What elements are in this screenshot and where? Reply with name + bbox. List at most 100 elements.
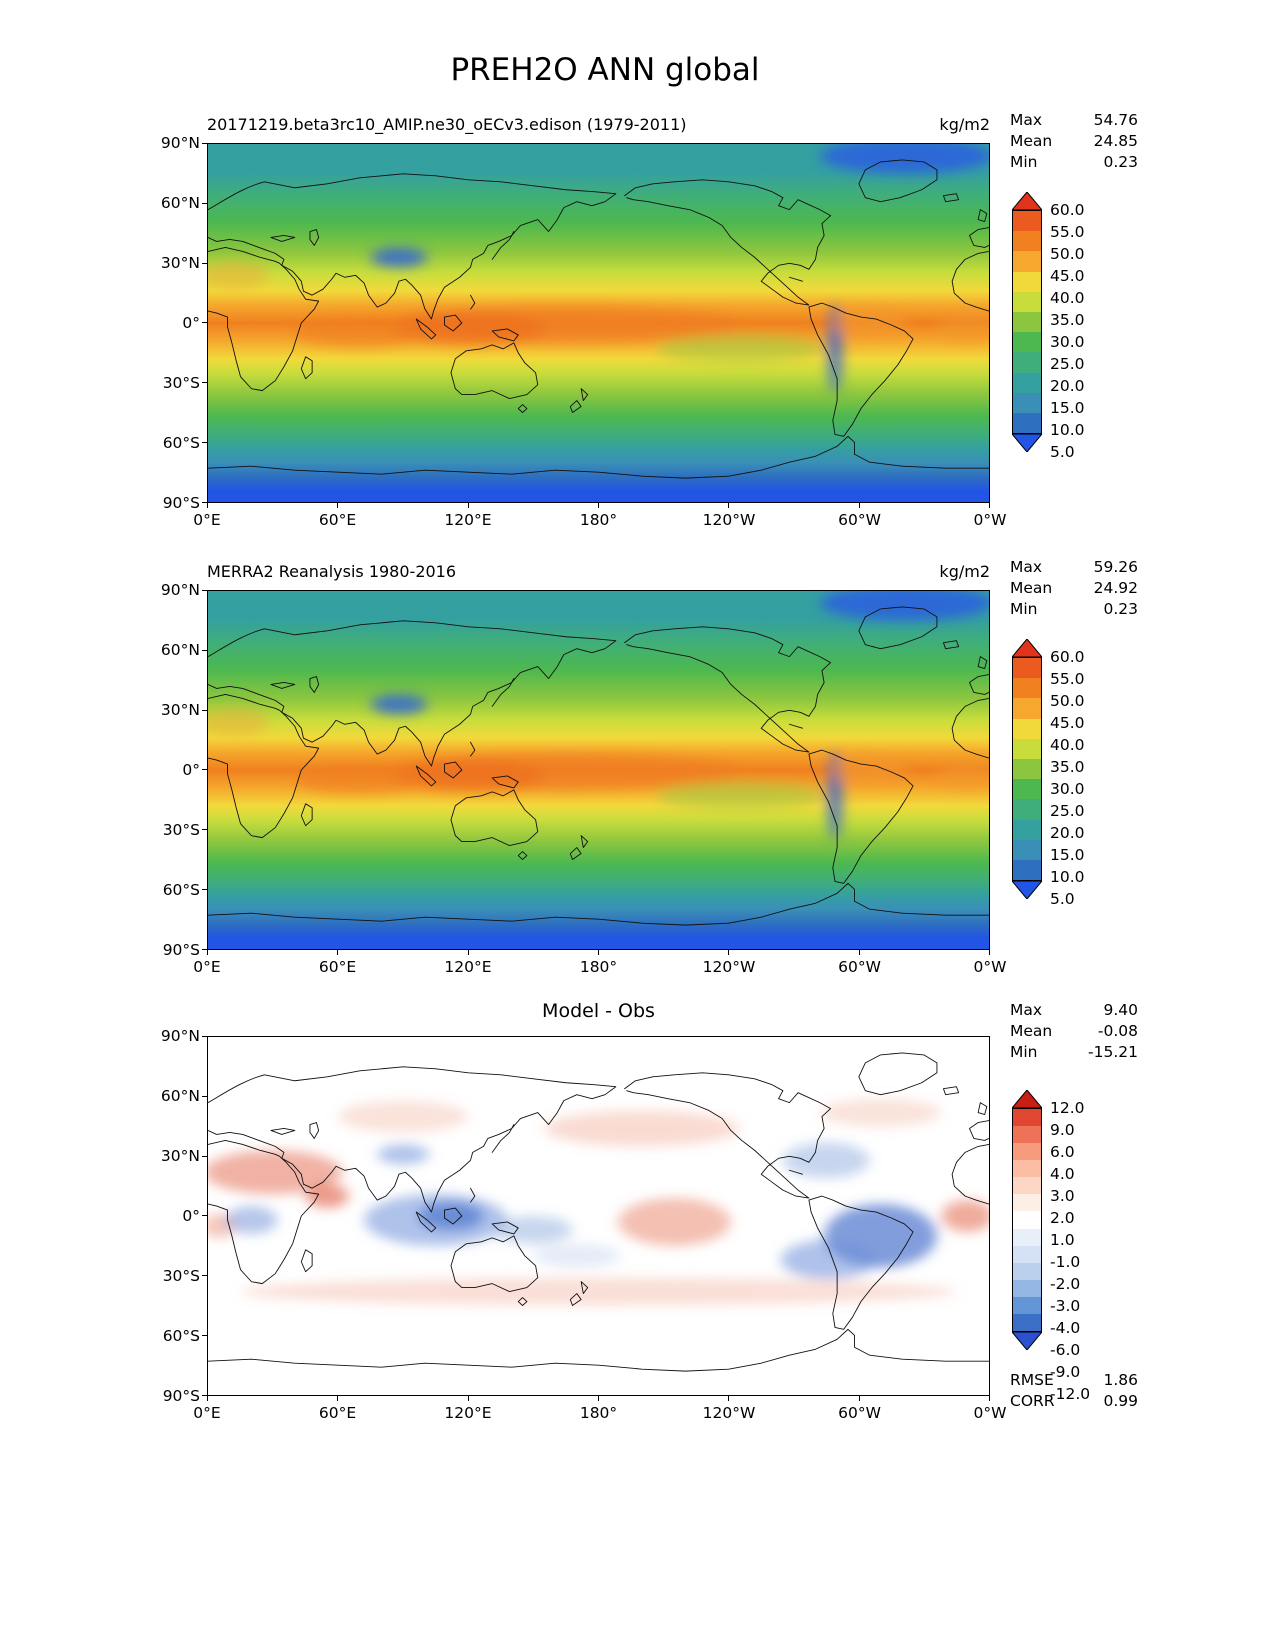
- stat-label: Min: [1010, 1043, 1038, 1061]
- y-tick-label: 60°N: [160, 1087, 200, 1105]
- colorbar-tick-label: 10.0: [1050, 421, 1085, 439]
- y-tick-label: 90°S: [162, 1387, 200, 1405]
- colorbar-tick-label: 1.0: [1050, 1231, 1075, 1249]
- colorbar-tick-label: 40.0: [1050, 736, 1085, 754]
- stat-label: Max: [1010, 558, 1043, 576]
- stat-value: -15.21: [1088, 1043, 1138, 1061]
- y-tick-label: 30°N: [160, 701, 200, 719]
- y-tick-label: 0°: [182, 1207, 200, 1225]
- y-axis-ticks: [202, 590, 207, 950]
- x-tick-label: 60°E: [318, 1404, 357, 1422]
- colorbar: [1012, 639, 1042, 899]
- stat-row: Mean -0.08: [1010, 1021, 1138, 1042]
- y-tick-label: 90°N: [160, 1027, 200, 1045]
- x-axis-ticks: [207, 1396, 990, 1401]
- stat-label: Mean: [1010, 132, 1053, 150]
- colorbar-tick-label: 20.0: [1050, 824, 1085, 842]
- stat-row: Min 0.23: [1010, 599, 1138, 620]
- stat-value: 24.92: [1093, 579, 1138, 597]
- x-axis-labels: 0°E 60°E 120°E 180° 120°W 60°W 0°W: [177, 958, 1020, 976]
- y-tick-label: 60°S: [162, 881, 200, 899]
- stat-label: Mean: [1010, 579, 1053, 597]
- stat-value: 24.85: [1093, 132, 1138, 150]
- stat-label: RMSE: [1010, 1371, 1054, 1389]
- colorbar-tick-label: 55.0: [1050, 223, 1085, 241]
- stat-row: Max 54.76: [1010, 110, 1138, 131]
- colorbar-tick-label: 40.0: [1050, 289, 1085, 307]
- y-axis-labels: 90°N 60°N 30°N 0° 30°S 60°S 90°S: [128, 133, 200, 513]
- colorbar: [1012, 192, 1042, 452]
- colorbar-tick-label: 20.0: [1050, 377, 1085, 395]
- x-tick-label: 60°W: [838, 1404, 881, 1422]
- stat-row: Max 59.26: [1010, 557, 1138, 578]
- stat-label: Min: [1010, 600, 1038, 618]
- colorbar-tick-label: 45.0: [1050, 267, 1085, 285]
- x-tick-label: 60°W: [838, 958, 881, 976]
- colorbar-arrow-up: [1012, 639, 1042, 657]
- colorbar-tick-label: 10.0: [1050, 868, 1085, 886]
- colorbar-body: [1012, 1108, 1042, 1332]
- y-tick-label: 30°N: [160, 1147, 200, 1165]
- colorbar-tick-label: 15.0: [1050, 846, 1085, 864]
- stat-row: Mean 24.92: [1010, 578, 1138, 599]
- colorbar-tick-label: -1.0: [1050, 1253, 1081, 1271]
- x-tick-label: 180°: [579, 1404, 618, 1422]
- x-tick-label: 120°W: [702, 958, 756, 976]
- colorbar-tick-label: 30.0: [1050, 780, 1085, 798]
- y-tick-label: 60°N: [160, 194, 200, 212]
- figure-title: PREH2O ANN global: [450, 52, 760, 88]
- colorbar-labels: 12.0 9.0 6.0 4.0 3.0 2.0 1.0 -1.0 -2.0 -3.0 -4.0 -6…: [1050, 1097, 1114, 1403]
- colorbar-arrow-down: [1012, 1332, 1042, 1350]
- stats-block: Max 9.40 Mean -0.08 Min -15.21: [1010, 1000, 1138, 1063]
- x-tick-label: 120°W: [702, 1404, 756, 1422]
- panel-subtitle: 20171219.beta3rc10_AMIP.ne30_oECv3.ediso…: [207, 115, 687, 134]
- x-tick-label: 180°: [579, 511, 618, 529]
- colorbar-tick-label: -3.0: [1050, 1297, 1081, 1315]
- units-label: kg/m2: [939, 115, 990, 134]
- colorbar-body: [1012, 210, 1042, 434]
- x-tick-label: 0°W: [973, 1404, 1007, 1422]
- stat-row: Min -15.21: [1010, 1042, 1138, 1063]
- stat-label: CORR: [1010, 1392, 1055, 1410]
- stats-block: Max 59.26 Mean 24.92 Min 0.23: [1010, 557, 1138, 620]
- colorbar-tick-label: -2.0: [1050, 1275, 1081, 1293]
- colorbar-tick-label: 50.0: [1050, 245, 1085, 263]
- x-tick-label: 0°W: [973, 958, 1007, 976]
- colorbar-tick-label: 50.0: [1050, 692, 1085, 710]
- stat-value: 59.26: [1093, 558, 1138, 576]
- obs-map: [207, 590, 990, 950]
- x-tick-label: 0°W: [973, 511, 1007, 529]
- colorbar-arrow-up: [1012, 192, 1042, 210]
- colorbar-tick-label: 55.0: [1050, 670, 1085, 688]
- y-tick-label: 30°S: [162, 374, 200, 392]
- colorbar-tick-label: 2.0: [1050, 1209, 1075, 1227]
- model-map: [207, 143, 990, 503]
- colorbar-tick-label: 45.0: [1050, 714, 1085, 732]
- x-tick-label: 120°E: [444, 1404, 492, 1422]
- x-axis-labels: 0°E 60°E 120°E 180° 120°W 60°W 0°W: [177, 1404, 1020, 1422]
- y-tick-label: 0°: [182, 761, 200, 779]
- y-axis-ticks: [202, 1036, 207, 1396]
- y-axis-ticks: [202, 143, 207, 503]
- x-tick-label: 0°E: [193, 958, 221, 976]
- colorbar-tick-label: 3.0: [1050, 1187, 1075, 1205]
- x-tick-label: 120°W: [702, 511, 756, 529]
- y-tick-label: 60°S: [162, 434, 200, 452]
- stat-row: CORR 0.99: [1010, 1391, 1138, 1412]
- x-axis-labels: 0°E 60°E 120°E 180° 120°W 60°W 0°W: [177, 511, 1020, 529]
- y-axis-labels: 90°N 60°N 30°N 0° 30°S 60°S 90°S: [128, 1026, 200, 1406]
- y-tick-label: 60°S: [162, 1327, 200, 1345]
- colorbar-tick-label: 12.0: [1050, 1099, 1085, 1117]
- y-tick-label: 90°N: [160, 134, 200, 152]
- panel-subtitle: MERRA2 Reanalysis 1980-2016: [207, 562, 457, 581]
- stat-label: Min: [1010, 153, 1038, 171]
- panel-obs: MERRA2 Reanalysis 1980-2016 kg/m2 Max 59…: [0, 557, 1275, 1007]
- colorbar-tick-label: 5.0: [1050, 890, 1075, 908]
- colorbar-body: [1012, 657, 1042, 881]
- units-label: kg/m2: [939, 562, 990, 581]
- colorbar-labels: 60.0 55.0 50.0 45.0 40.0 35.0 30.0 25.0 20.0 15.0…: [1050, 199, 1114, 461]
- y-axis-labels: 90°N 60°N 30°N 0° 30°S 60°S 90°S: [128, 580, 200, 960]
- x-tick-label: 60°E: [318, 958, 357, 976]
- stat-value: 9.40: [1103, 1001, 1138, 1019]
- colorbar-tick-label: 35.0: [1050, 758, 1085, 776]
